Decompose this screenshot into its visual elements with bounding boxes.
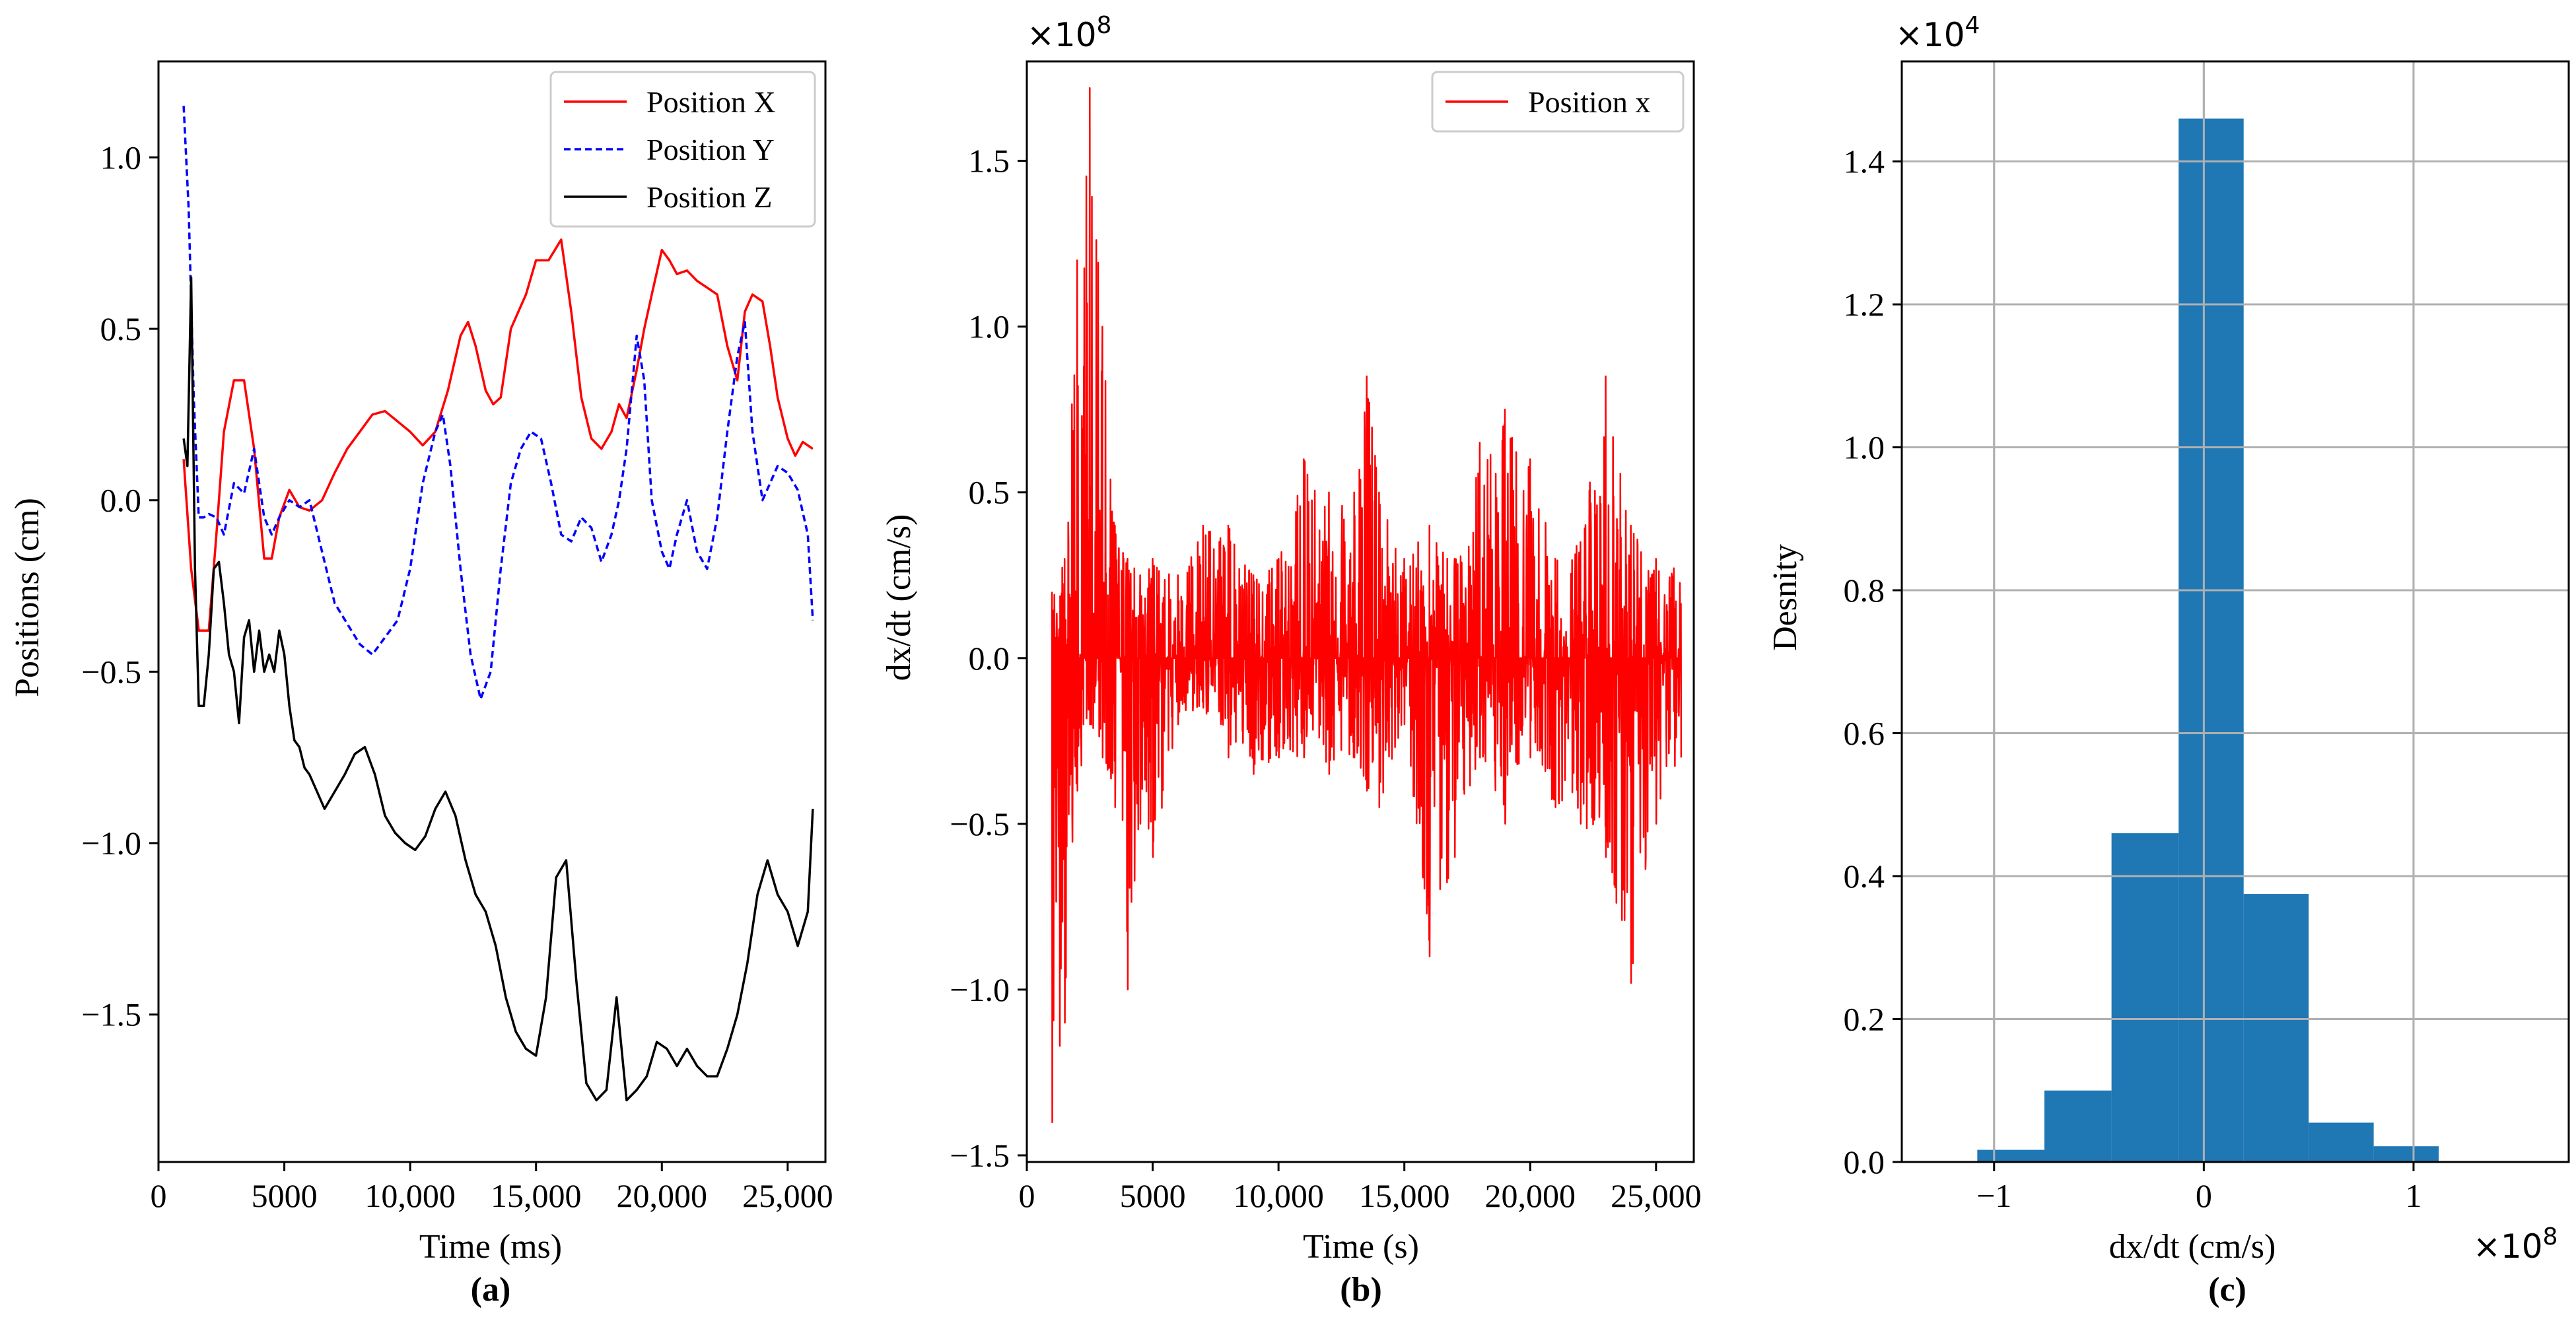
y-tick-label-6: −1.5 <box>950 1137 1010 1174</box>
legend-b: Position x <box>1431 71 1685 133</box>
xlabel-a: Time (ms) <box>419 1228 562 1266</box>
y-tick-label-0: 0.0 <box>1844 1143 1885 1180</box>
y-tick-label-1: 1.0 <box>969 308 1010 345</box>
x-tick-label-4: 20,000 <box>1485 1177 1576 1214</box>
legend-box-a <box>549 71 816 228</box>
legend-box-b <box>1431 71 1685 133</box>
x-tick-label-3: 15,000 <box>1359 1177 1450 1214</box>
y-multiplier-c: ×104 <box>1895 12 1980 54</box>
x-tick-label-1: 5000 <box>1120 1177 1186 1214</box>
y-tick-label-7: 1.4 <box>1844 143 1885 180</box>
hist-bar-5 <box>2309 1122 2374 1162</box>
series-line-position-z <box>182 276 814 1102</box>
multiplier-b: ×108 <box>1027 12 1111 54</box>
x-tick-label-0: 0 <box>151 1177 167 1214</box>
y-tick-label-4: 0.8 <box>1844 572 1885 609</box>
x-tick-label-0: −1 <box>1976 1177 2011 1214</box>
x-tick-label-2: 10,000 <box>1233 1177 1324 1214</box>
y-tick-label-2: 0.0 <box>100 482 142 519</box>
legend-a: Position X Position Y Position Z <box>549 71 816 228</box>
legend-label-0: Position x <box>1528 85 1650 119</box>
y-tick-label-3: −0.5 <box>81 653 141 690</box>
xlabel-b: Time (s) <box>1303 1228 1419 1266</box>
y-tick-label-0: 1.5 <box>969 143 1010 180</box>
x-tick-label-5: 25,000 <box>1611 1177 1702 1214</box>
axes-b: 0 5000 10,000 15,000 20,000 25,000 1.5 1.0 0.5 0.… <box>950 143 1701 1214</box>
y-tick-label-5: 1.0 <box>1844 429 1885 466</box>
panels: 0 5000 10,000 15,000 20,000 25,000 1.0 0.5 0.0 −0… <box>81 60 2570 1214</box>
y-tick-label-1: 0.2 <box>1844 1001 1885 1038</box>
caption-a: (a) <box>471 1271 511 1309</box>
legend-label-2: Position Z <box>646 180 772 214</box>
hist-bar-6 <box>2373 1146 2439 1162</box>
y-tick-label-2: 0.5 <box>969 474 1010 511</box>
series-line-position-x <box>182 238 814 632</box>
x-tick-label-1: 0 <box>2196 1177 2212 1214</box>
hist-bar-2 <box>2111 833 2179 1162</box>
y-tick-label-5: −1.0 <box>950 971 1010 1008</box>
y-tick-label-6: 1.2 <box>1844 286 1885 323</box>
hist-bar-4 <box>2243 894 2309 1162</box>
series-group-a <box>182 106 814 1102</box>
caption-b: (b) <box>1340 1271 1382 1309</box>
y-tick-label-1: 0.5 <box>100 310 142 347</box>
series-line-position-y <box>182 106 814 700</box>
bars-c <box>1902 61 2569 1163</box>
y-tick-label-4: −0.5 <box>950 805 1010 842</box>
plot-frame-b <box>1026 60 1695 1163</box>
y-tick-label-2: 0.4 <box>1844 858 1885 895</box>
y-tick-label-3: 0.6 <box>1844 715 1885 752</box>
y-tick-label-3: 0.0 <box>969 640 1010 677</box>
x-tick-label-3: 15,000 <box>491 1177 582 1214</box>
y-tick-label-0: 1.0 <box>100 139 142 176</box>
x-tick-label-4: 20,000 <box>617 1177 708 1214</box>
x-tick-label-2: 1 <box>2405 1177 2421 1214</box>
hist-bar-1 <box>2044 1090 2112 1162</box>
legend-label-0: Position X <box>646 85 776 119</box>
ylabel-a: Positions (cm) <box>9 498 46 697</box>
caption-c: (c) <box>2208 1271 2246 1309</box>
x-tick-label-1: 5000 <box>252 1177 318 1214</box>
x-tick-label-2: 10,000 <box>365 1177 456 1214</box>
series-group-b <box>1051 86 1683 1123</box>
x-tick-label-0: 0 <box>1019 1177 1035 1214</box>
y-tick-label-5: −1.5 <box>81 996 141 1033</box>
plot-frame-a <box>157 60 827 1163</box>
hist-bar-0 <box>1977 1149 2044 1162</box>
x-tick-label-5: 25,000 <box>742 1177 833 1214</box>
axes-a: 0 5000 10,000 15,000 20,000 25,000 1.0 0.5 0.0 −0… <box>81 139 833 1214</box>
plot-frame-c <box>1900 60 2570 1163</box>
legend-label-1: Position Y <box>646 133 775 166</box>
x-multiplier-c: ×108 <box>2473 1223 2558 1266</box>
ylabel-c: Desnity <box>1766 544 1804 651</box>
ylabel-b: dx/dt (cm/s) <box>880 514 918 681</box>
xlabel-c: dx/dt (cm/s) <box>2109 1228 2276 1266</box>
y-tick-label-4: −1.0 <box>81 825 141 862</box>
series-line-position-x <box>1051 86 1683 1123</box>
hist-bar-3 <box>2178 118 2244 1162</box>
